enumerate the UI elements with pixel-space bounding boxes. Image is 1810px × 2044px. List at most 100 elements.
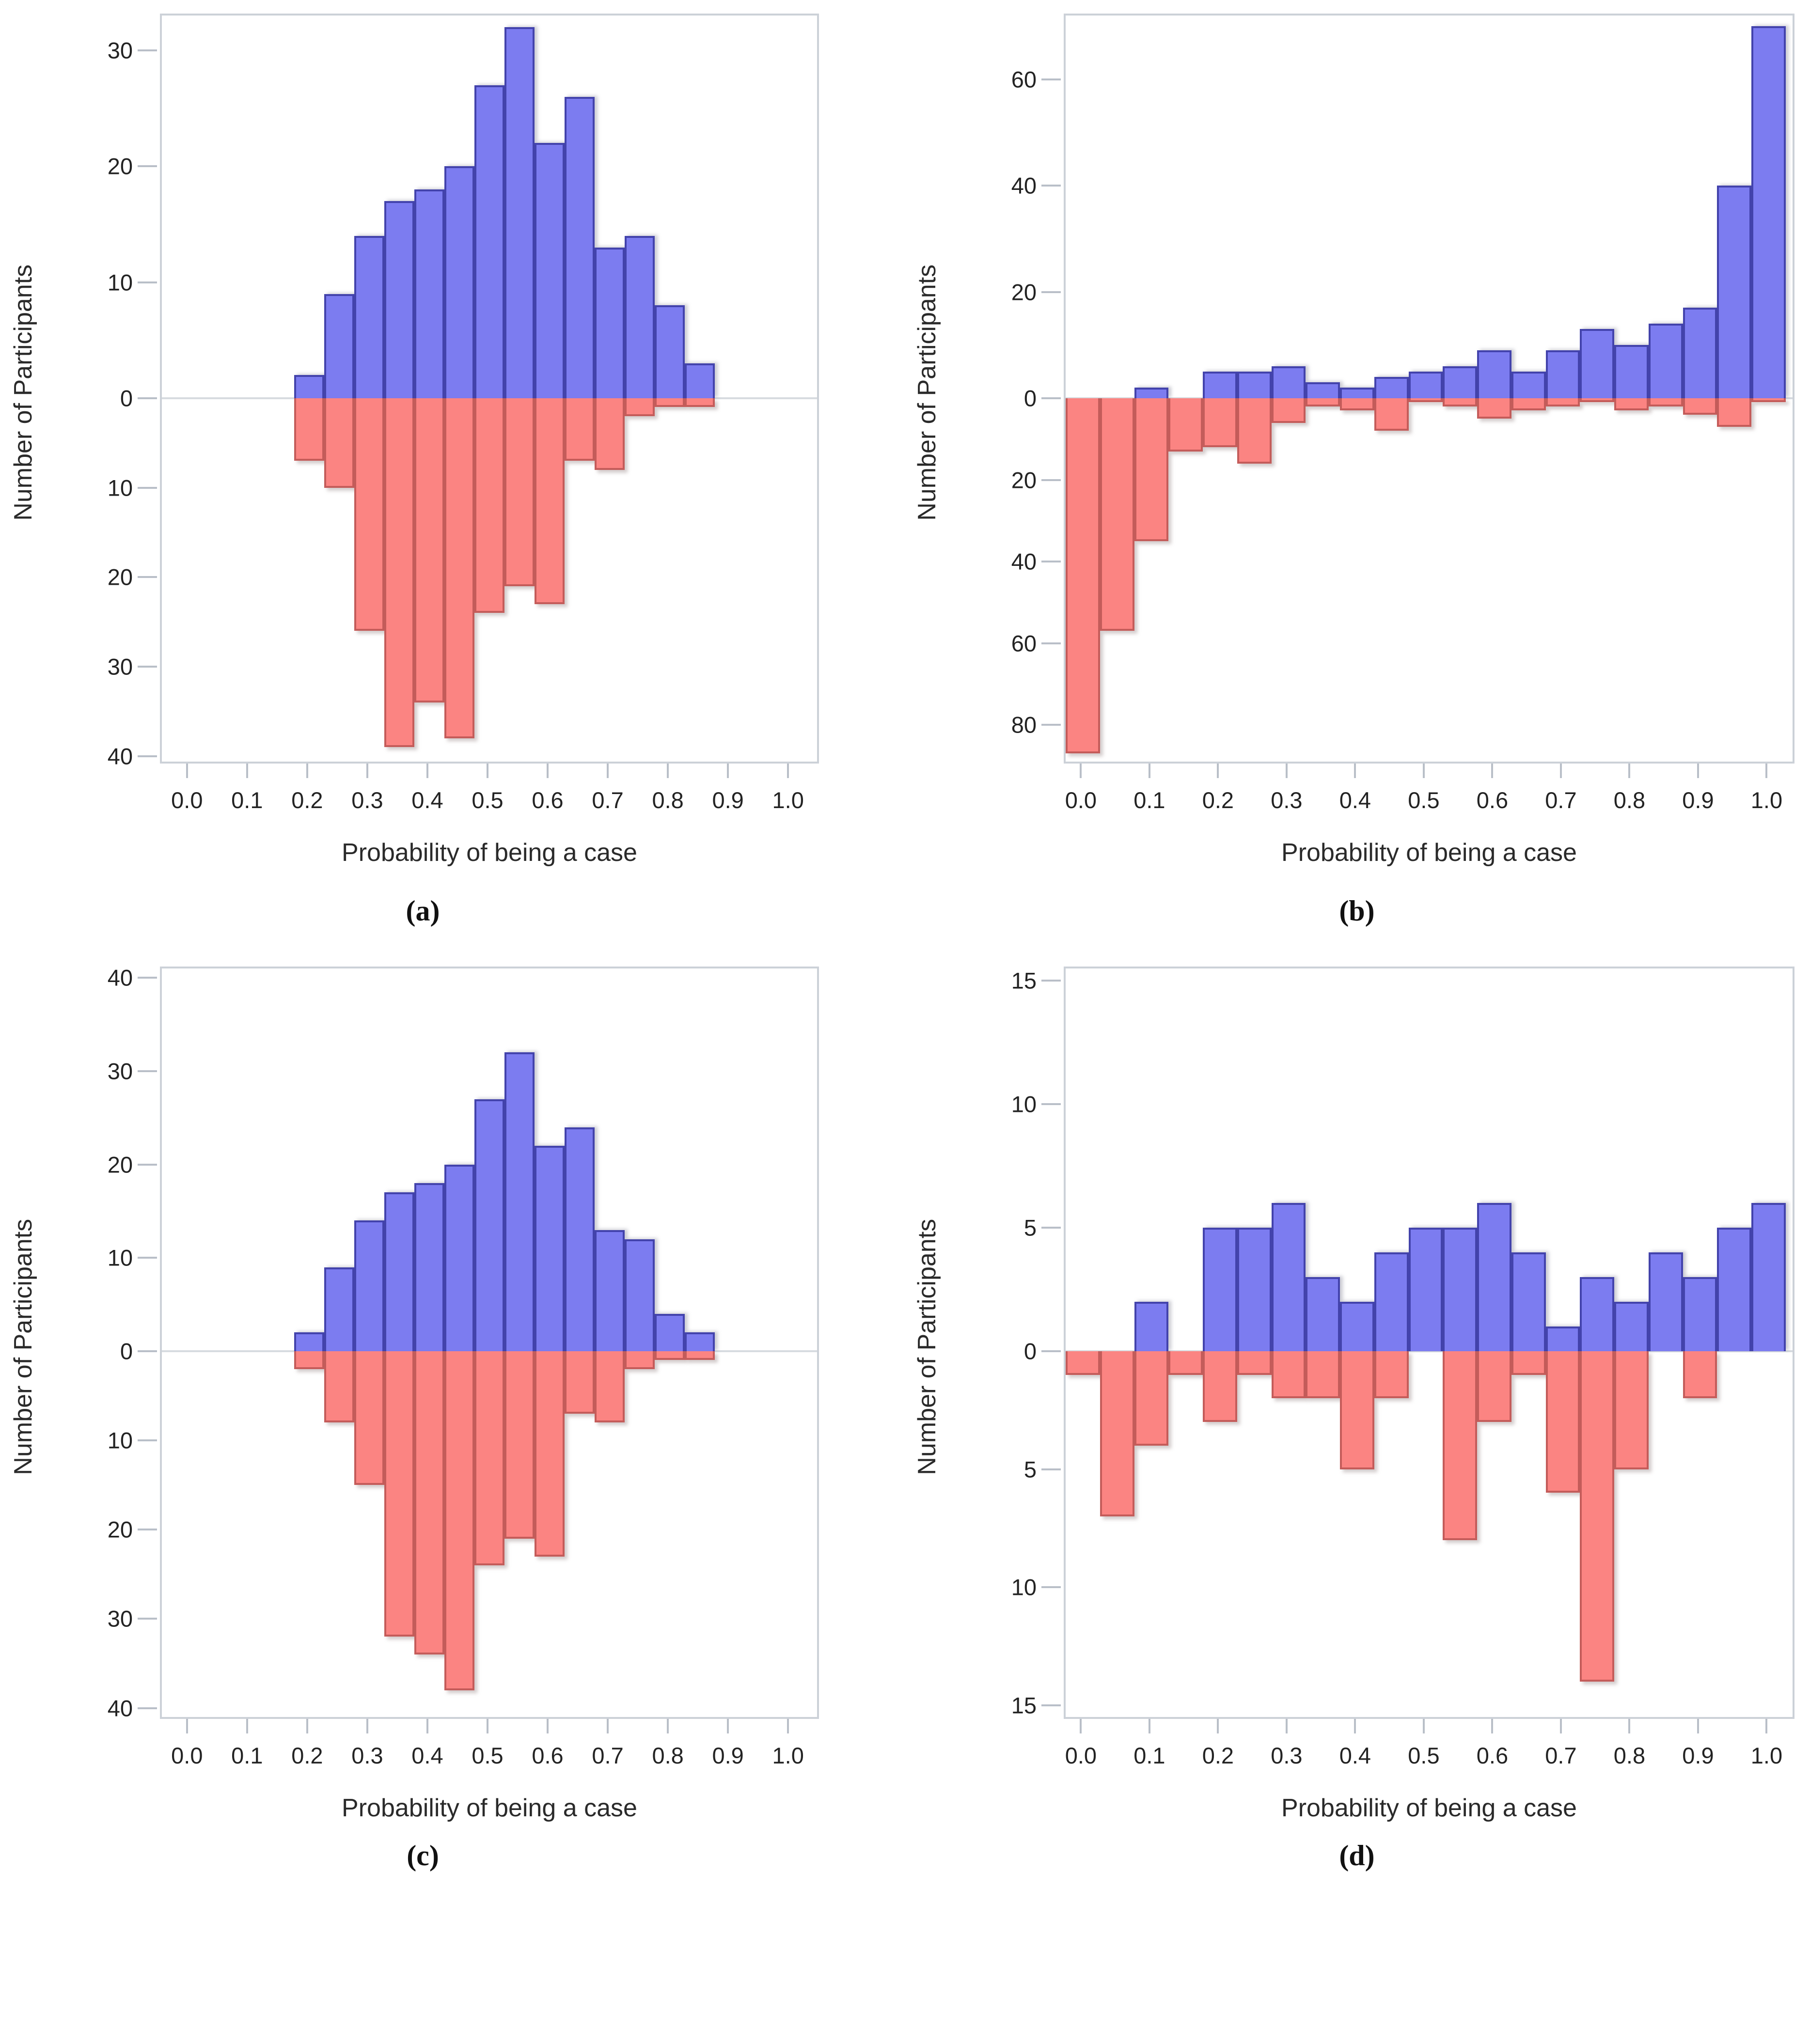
panel-d: Number of Participants 0 5 10 15 5 10 15 0.0 0.… [846, 911, 1810, 2044]
y-tick-label: 40 [107, 965, 133, 991]
histogram-bar-up [474, 85, 504, 398]
histogram-bar-down [414, 1351, 444, 1654]
histogram-bar-up [535, 1146, 565, 1351]
x-tick-mark [1080, 1719, 1082, 1733]
y-tick-mark [1041, 724, 1061, 726]
x-tick-label: 0.2 [291, 787, 323, 813]
histogram-bar-down [1134, 398, 1169, 541]
x-tick-label: 0.6 [532, 787, 564, 813]
histogram-bar-up [1237, 1228, 1272, 1351]
y-tick-mark [1041, 479, 1061, 481]
histogram-bar-down [384, 1351, 414, 1637]
x-tick-mark [1559, 1719, 1562, 1733]
x-tick-mark [607, 1719, 609, 1733]
lower-half [162, 1351, 817, 1717]
x-axis-title: Probability of being a case [1281, 839, 1577, 867]
y-tick-mark [138, 281, 157, 283]
x-tick-mark [1491, 1719, 1494, 1733]
histogram-bar-up [444, 166, 474, 398]
x-tick-label: 0.9 [712, 787, 744, 813]
histogram-bar-up [1580, 329, 1615, 398]
histogram-bar-up [1477, 1203, 1511, 1351]
y-axis-title: Number of Participants [9, 1218, 37, 1475]
histogram-bar-down [1443, 1351, 1478, 1540]
histogram-bar-down [1168, 398, 1203, 452]
y-tick-mark [1041, 78, 1061, 80]
x-tick-label: 0.5 [1408, 787, 1440, 813]
chart-row: Number of Participants 0 5 10 15 5 10 15 0.0 0.… [904, 967, 1794, 1823]
y-tick-label: 40 [1011, 548, 1037, 575]
y-tick-label: 60 [1011, 630, 1037, 656]
histogram-bar-down [1545, 1351, 1580, 1493]
x-tick-mark [1080, 764, 1082, 778]
x-tick-label: 0.4 [411, 1743, 443, 1768]
x-tick-mark [186, 764, 188, 778]
y-tick-mark [138, 1618, 157, 1620]
histogram-bar-down [324, 398, 354, 488]
x-tick-mark [306, 1719, 308, 1733]
histogram-bar-down [1340, 1351, 1374, 1469]
histogram-bar-up [655, 1314, 685, 1351]
x-tick-mark [426, 764, 428, 778]
y-axis-title: Number of Participants [913, 1218, 941, 1475]
y-tick-label: 20 [107, 1152, 133, 1178]
histogram-bar-down [1614, 1351, 1649, 1469]
histogram-bar-up [1443, 1228, 1478, 1351]
plot-area [1064, 14, 1794, 764]
histogram-bar-up [535, 143, 565, 398]
y-tick-label: 60 [1011, 66, 1037, 93]
x-tick-mark [1285, 1719, 1288, 1733]
y-axis-title: Number of Participants [9, 264, 37, 521]
x-tick-mark [1697, 764, 1699, 778]
y-tick-mark [138, 1257, 157, 1259]
x-tick-label: 0.1 [1133, 1743, 1165, 1768]
x-tick-mark [1148, 1719, 1150, 1733]
y-tick-mark [1041, 561, 1061, 563]
histogram-bar-down [1237, 1351, 1272, 1375]
x-tick-mark [1217, 764, 1219, 778]
histogram-bar-down [1717, 398, 1752, 427]
histogram-bar-down [1580, 1351, 1615, 1682]
histogram-bar-down [1443, 398, 1478, 406]
histogram-bar-up [1751, 26, 1786, 398]
y-tick-label: 0 [1023, 385, 1037, 411]
x-tick-label: 0.0 [1065, 1743, 1097, 1768]
x-tick-label: 0.4 [1339, 1743, 1371, 1768]
histogram-bar-up [384, 201, 414, 398]
lower-half [1066, 1351, 1793, 1717]
histogram-bar-down [1271, 1351, 1306, 1398]
x-tick-label: 0.8 [1613, 787, 1646, 813]
x-tick-label: 0.9 [712, 1743, 744, 1768]
histogram-bar-up [655, 305, 685, 398]
histogram-bar-down [294, 1351, 324, 1369]
panel-a: Number of Participants 0 10 20 30 10 20 30 40 0… [0, 0, 846, 927]
histogram-bar-up [324, 294, 354, 398]
histogram-bar-down [1511, 1351, 1546, 1375]
y-tick-label: 15 [1011, 967, 1037, 994]
histogram-bar-up [1683, 1277, 1717, 1351]
y-tick-mark [1041, 1103, 1061, 1106]
x-tick-mark [246, 764, 248, 778]
x-tick-label: 0.1 [231, 1743, 263, 1768]
y-tick-label: 0 [120, 385, 133, 411]
histogram-bar-up [595, 248, 625, 398]
histogram-bar-down [1066, 398, 1100, 753]
x-tick-mark [607, 764, 609, 778]
x-tick-mark [186, 1719, 188, 1733]
histogram-bar-up [504, 27, 535, 398]
x-axis-title: Probability of being a case [342, 1794, 637, 1822]
y-tick-label: 0 [1023, 1338, 1037, 1364]
histogram-bar-up [685, 363, 715, 398]
x-axis: 0.0 0.1 0.2 0.3 0.4 0.5 0.6 0.7 0.8 0.9 1.0 [1064, 764, 1791, 836]
histogram-bar-up [414, 189, 444, 398]
histogram-bar-up [1134, 1302, 1169, 1351]
histogram-bar-down [1203, 398, 1237, 447]
histogram-bar-down [685, 398, 715, 407]
histogram-bar-up [384, 1192, 414, 1351]
y-tick-label: 20 [1011, 467, 1037, 493]
x-tick-label: 0.2 [291, 1743, 323, 1768]
x-tick-label: 0.8 [652, 787, 684, 813]
histogram-bar-down [595, 1351, 625, 1422]
histogram-bar-down [1340, 398, 1374, 410]
x-tick-label: 0.0 [171, 1743, 203, 1768]
